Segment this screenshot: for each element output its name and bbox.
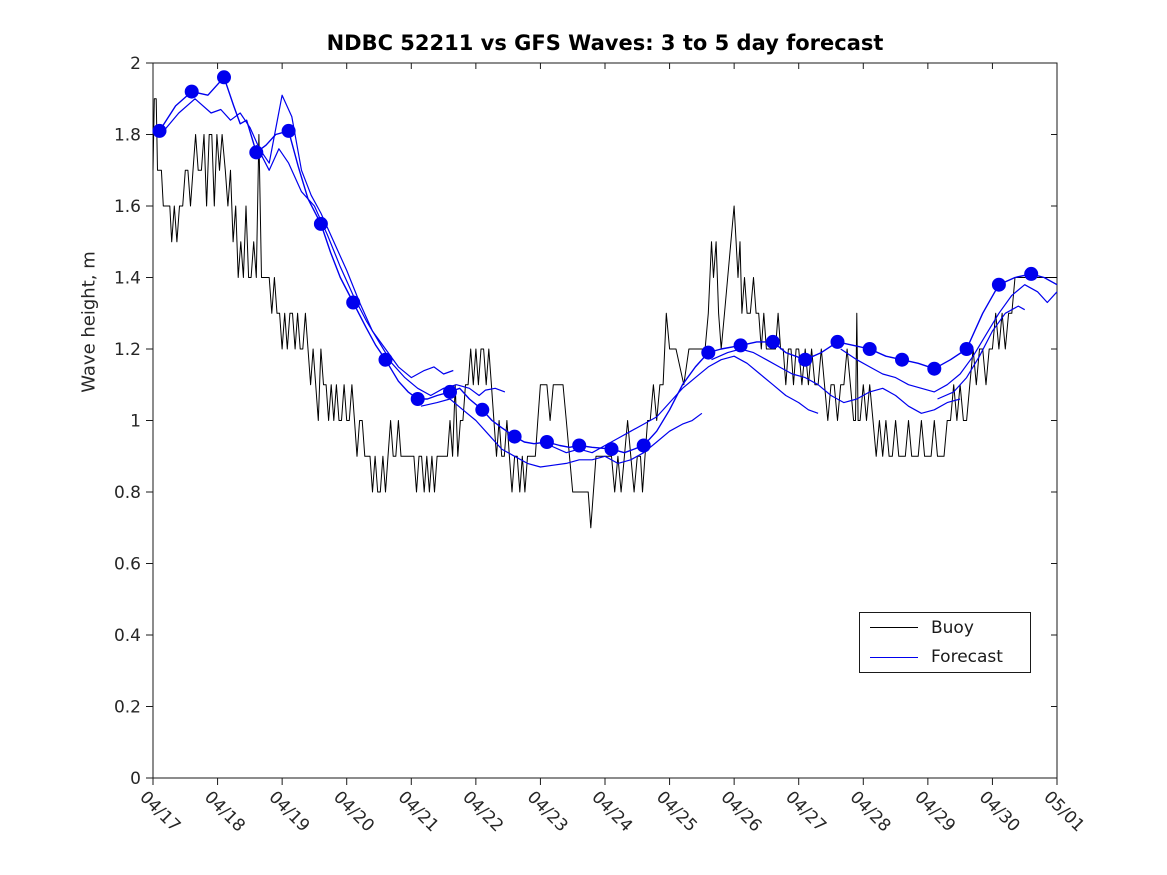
buoy-series-line	[152, 98, 1057, 529]
x-tick-label: 04/17	[135, 787, 184, 836]
y-tick-label: 0.8	[114, 483, 141, 503]
x-tick-label: 04/26	[717, 787, 766, 836]
forecast-marker-dot	[152, 123, 167, 138]
forecast-series-line	[160, 94, 454, 379]
forecast-series-line	[420, 398, 703, 468]
y-tick-label: 1.8	[114, 126, 141, 146]
forecast-marker-dot	[991, 277, 1006, 292]
y-tick-label: 1.6	[114, 197, 141, 217]
forecast-marker-dot	[410, 392, 425, 406]
forecast-marker-dot	[701, 345, 716, 360]
forecast-series-line	[711, 348, 961, 414]
x-tick-label: 04/19	[265, 787, 314, 836]
forecast-marker-dot	[475, 402, 490, 417]
forecast-marker-dot	[313, 216, 328, 231]
x-tick-label: 04/24	[587, 787, 636, 836]
y-tick-label: 2	[130, 54, 141, 74]
x-tick-label: 04/21	[394, 787, 443, 836]
forecast-series-line	[549, 355, 819, 454]
forecast-marker-dot	[862, 342, 877, 356]
x-tick-label: 04/29	[910, 787, 959, 836]
forecast-marker-dot	[765, 334, 780, 349]
forecast-series-line	[937, 305, 1025, 400]
forecast-line-sample	[870, 656, 918, 658]
y-tick-label: 0.2	[114, 698, 141, 718]
forecast-marker-dot	[346, 295, 361, 310]
x-tick-label: 04/27	[781, 787, 830, 836]
forecast-marker-dot	[572, 438, 587, 453]
legend: Buoy Forecast	[859, 612, 1031, 673]
legend-item-forecast: Forecast	[860, 643, 1030, 671]
forecast-marker-dot	[604, 442, 619, 457]
x-tick-label: 04/30	[975, 787, 1024, 836]
forecast-marker-dot	[733, 338, 748, 353]
y-tick-label: 0	[130, 769, 141, 789]
forecast-marker-dot	[830, 334, 845, 349]
forecast-marker-dot	[539, 435, 554, 449]
legend-label-forecast: Forecast	[931, 647, 1003, 668]
forecast-series-line	[255, 144, 506, 397]
forecast-marker-dot	[636, 438, 651, 453]
forecast-marker-dot	[443, 384, 457, 399]
x-tick-label: 04/22	[458, 787, 507, 836]
y-tick-label: 0.4	[114, 626, 141, 646]
x-tick-label: 04/18	[200, 787, 249, 836]
legend-item-buoy: Buoy	[860, 614, 1030, 642]
x-tick-label: 05/01	[1039, 787, 1088, 836]
forecast-marker-dot	[217, 70, 231, 85]
forecast-marker-dot	[1024, 266, 1039, 281]
x-tick-label: 04/28	[846, 787, 895, 836]
forecast-marker-dot	[927, 361, 942, 376]
forecast-marker-dot	[184, 84, 199, 99]
y-tick-label: 1.2	[114, 340, 141, 360]
x-tick-label: 04/20	[329, 787, 378, 836]
x-tick-label: 04/23	[523, 787, 572, 836]
forecast-marker-dot	[281, 123, 296, 138]
forecast-marker-dot	[249, 145, 264, 160]
buoy-line-sample	[870, 627, 918, 629]
y-tick-label: 1.4	[114, 269, 141, 289]
forecast-marker-dot	[959, 342, 974, 356]
legend-label-buoy: Buoy	[931, 617, 974, 638]
forecast-series-line	[840, 284, 1058, 393]
x-tick-label: 04/25	[652, 787, 701, 836]
forecast-marker-dot	[798, 352, 813, 367]
forecast-marker-dot	[895, 352, 909, 367]
y-tick-label: 0.6	[114, 555, 141, 575]
y-tick-label: 1	[130, 412, 141, 432]
forecast-marker-dot	[378, 352, 393, 367]
chart-title: NDBC 52211 vs GFS Waves: 3 to 5 day fore…	[326, 31, 884, 55]
forecast-marker-dot	[507, 429, 522, 444]
